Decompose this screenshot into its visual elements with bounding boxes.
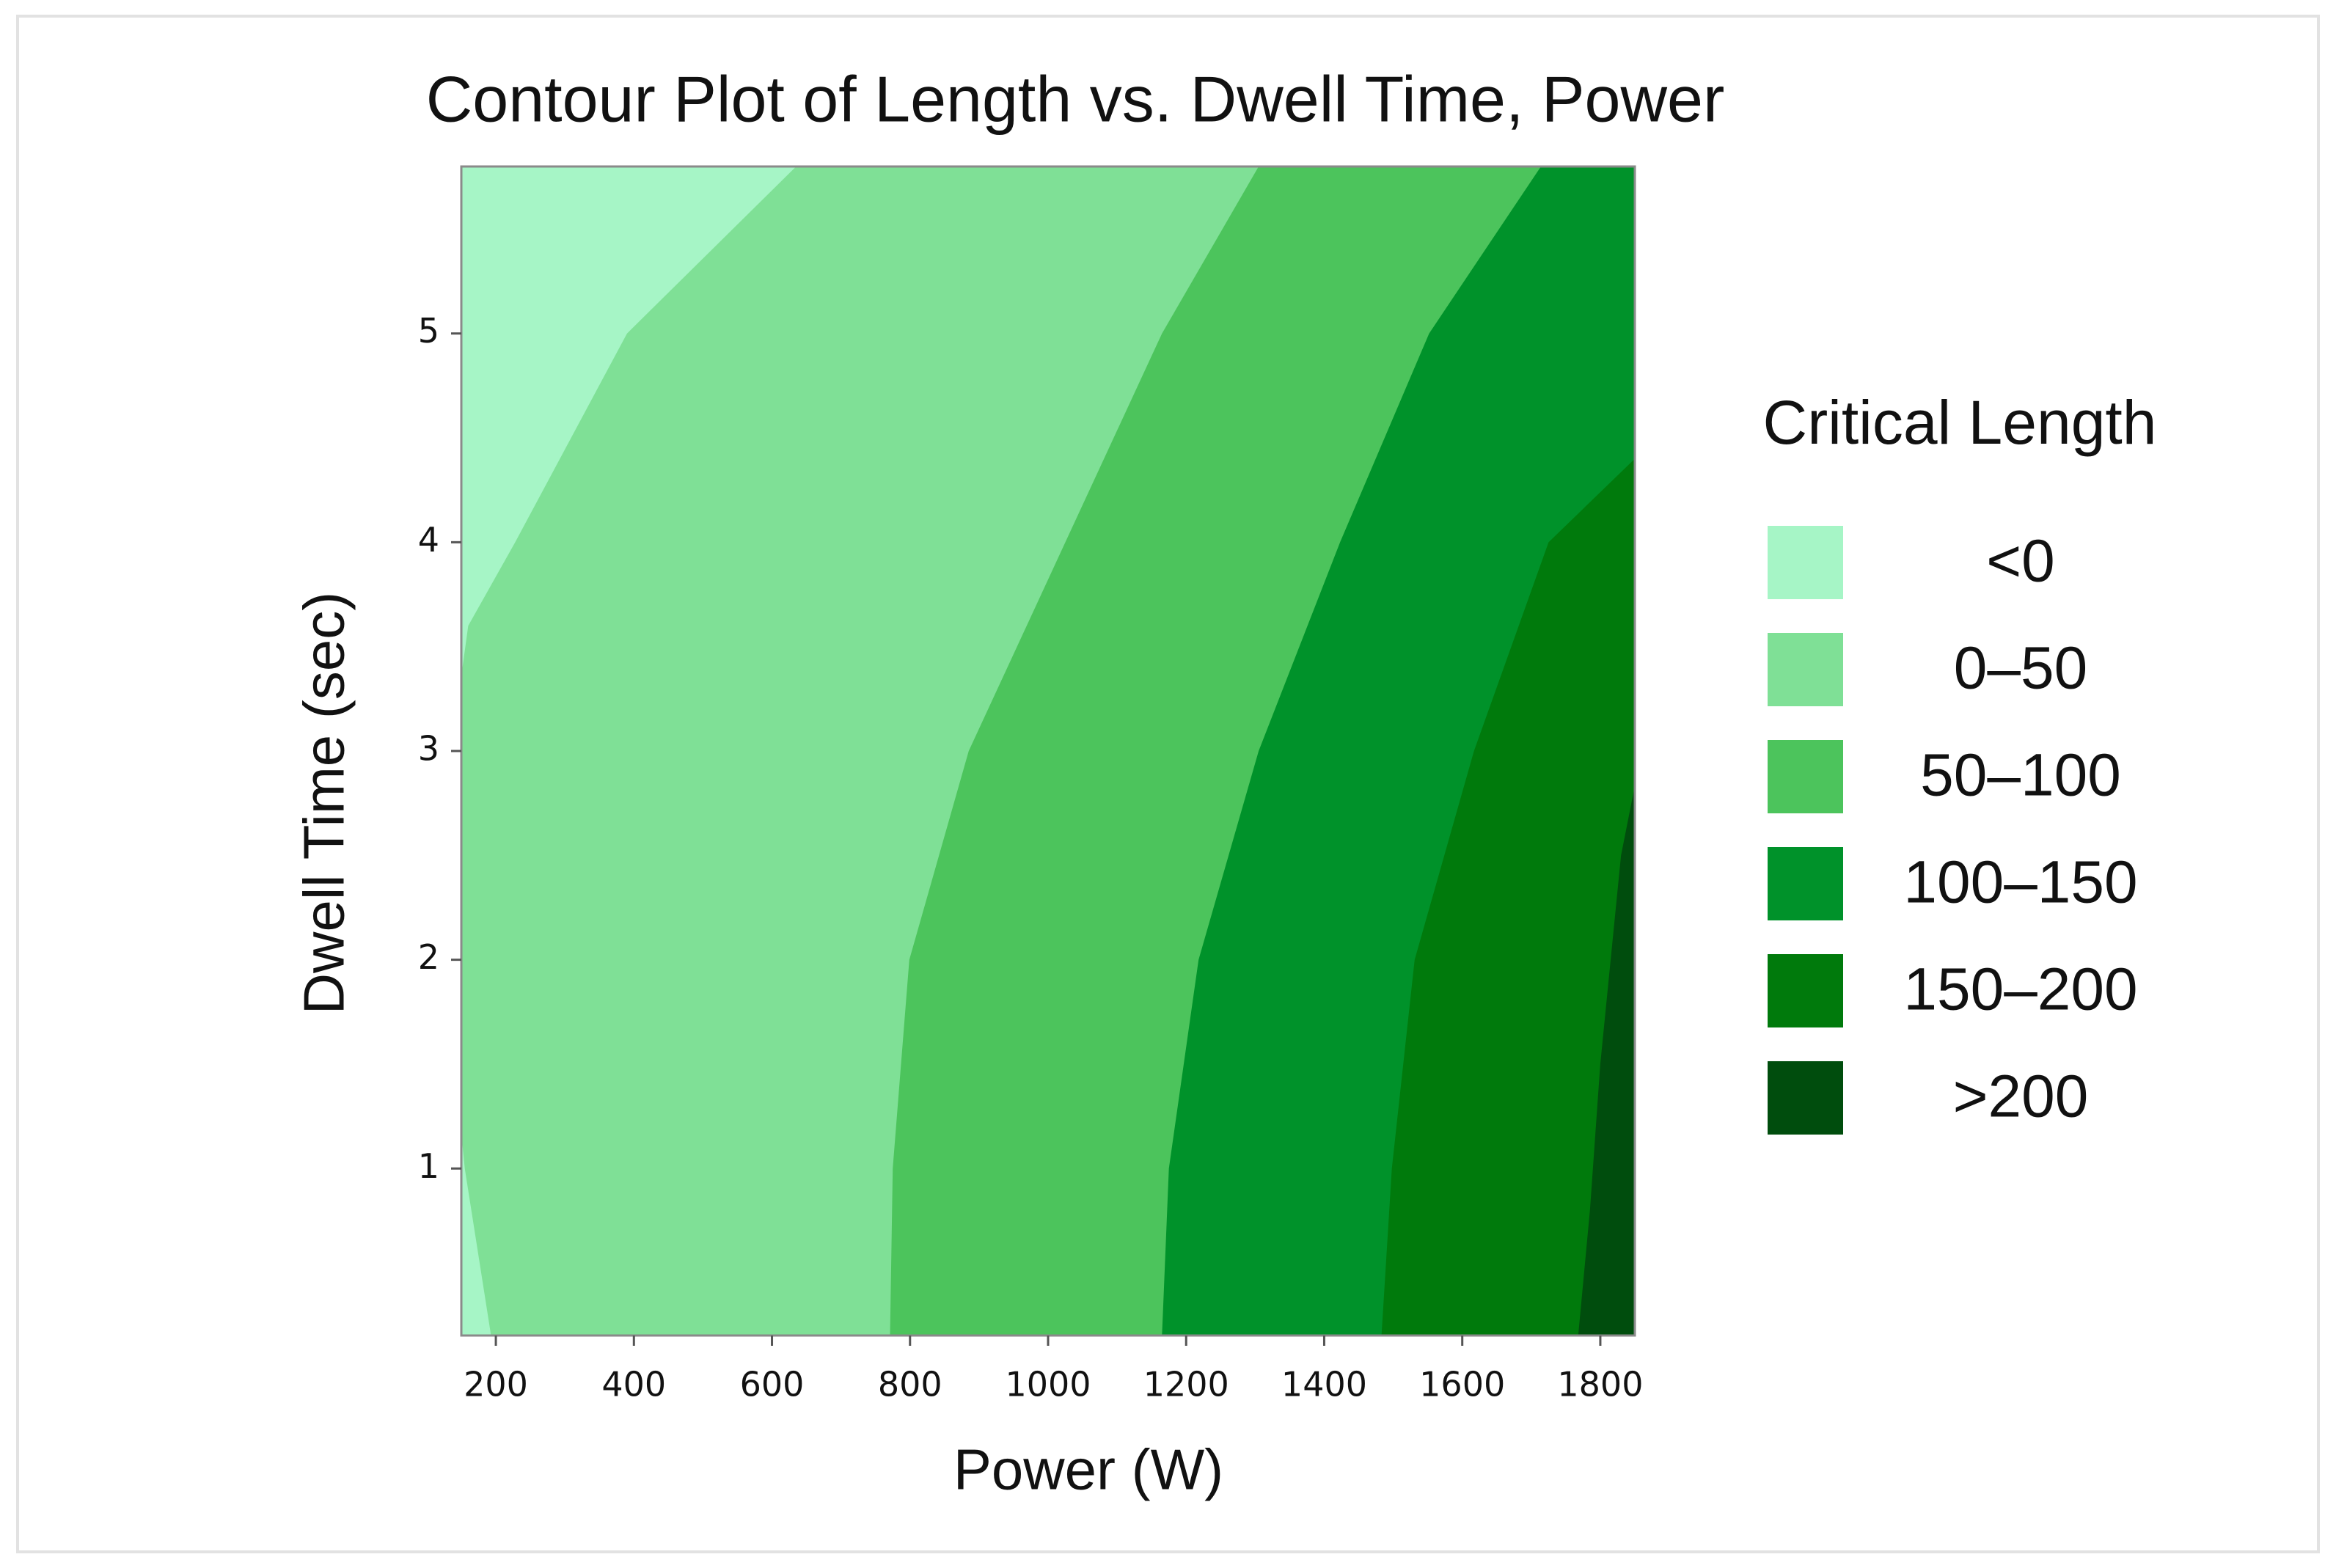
plot-area [461, 166, 1635, 1336]
contour-region [461, 166, 1259, 1336]
contour-region [461, 166, 797, 1336]
x-tick-label: 1200 [1143, 1365, 1229, 1404]
y-tick-label: 4 [418, 520, 439, 560]
legend-swatch [1768, 526, 1843, 599]
x-tick-label: 400 [601, 1365, 666, 1404]
legend-label: 50–100 [1920, 742, 2121, 809]
legend-label: 100–150 [1903, 849, 2137, 916]
x-tick-label: 200 [464, 1365, 528, 1404]
y-tick-label: 1 [418, 1146, 439, 1186]
legend-swatch [1768, 740, 1843, 813]
legend-label: 150–200 [1903, 956, 2137, 1023]
legend-label: >200 [1953, 1063, 2089, 1130]
legend-swatch [1768, 633, 1843, 706]
y-tick-label: 5 [418, 311, 439, 351]
legend-label: <0 [1986, 528, 2055, 595]
x-tick-label: 1600 [1419, 1365, 1505, 1404]
x-tick-label: 1000 [1005, 1365, 1091, 1404]
y-tick-label: 2 [418, 937, 439, 977]
x-tick-label: 600 [740, 1365, 805, 1404]
x-tick-label: 1800 [1557, 1365, 1643, 1404]
x-tick-label: 800 [878, 1365, 942, 1404]
chart-title: Contour Plot of Length vs. Dwell Time, P… [426, 62, 1725, 135]
legend-swatch [1768, 954, 1843, 1027]
legend-title: Critical Length [1763, 388, 2157, 457]
x-tick-label: 1400 [1281, 1365, 1367, 1404]
legend-swatch [1768, 847, 1843, 920]
y-axis-label: Dwell Time (sec) [292, 592, 356, 1014]
y-tick-label: 3 [418, 729, 439, 769]
x-axis-label: Power (W) [953, 1437, 1223, 1502]
legend-swatch [1768, 1061, 1843, 1135]
legend-label: 0–50 [1954, 635, 2087, 702]
